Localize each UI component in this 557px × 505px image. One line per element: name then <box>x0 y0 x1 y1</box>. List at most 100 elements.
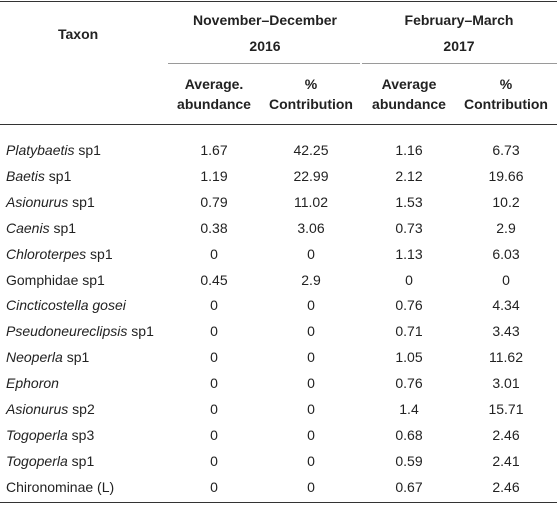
taxon-genus: Togoperla <box>6 427 68 443</box>
p1-contribution-cell: 0 <box>307 246 315 262</box>
p1-contribution-cell: 0 <box>307 401 315 417</box>
table-bottom-rule <box>0 502 557 503</box>
header-p2-pct-line2: Contribution <box>464 96 548 112</box>
p2-contribution-cell: 6.03 <box>492 246 520 262</box>
p2-avg-abundance-cell: 1.53 <box>395 194 423 210</box>
p1-avg-abundance-cell: 0.38 <box>200 220 228 236</box>
taxon-cell: Neoperla sp1 <box>6 349 89 365</box>
taxon-genus: Baetis <box>6 168 45 184</box>
table-row: Ephoron 0 0 0.76 3.01 <box>0 372 557 394</box>
taxon-suffix: sp1 <box>44 168 72 184</box>
p2-contribution-cell: 4.34 <box>492 297 520 313</box>
header-period1-line2: 2016 <box>249 38 281 54</box>
p1-contribution-cell: 3.06 <box>297 220 325 236</box>
p1-contribution-cell: 22.99 <box>293 168 329 184</box>
p2-avg-abundance-cell: 0.76 <box>395 297 423 313</box>
p1-avg-abundance-cell: 0 <box>210 479 218 495</box>
p2-contribution-cell: 2.9 <box>496 220 516 236</box>
p2-contribution-cell: 3.01 <box>492 375 520 391</box>
p1-contribution-cell: 0 <box>307 297 315 313</box>
period1-group-rule <box>168 63 360 64</box>
p1-avg-abundance-cell: 1.19 <box>200 168 228 184</box>
table-row: Asionurus sp2 0 0 1.4 15.71 <box>0 398 557 420</box>
taxon-suffix: sp1 <box>68 194 95 210</box>
taxon-cell: Togoperla sp3 <box>6 427 94 443</box>
taxon-cell: Chloroterpes sp1 <box>6 246 113 262</box>
taxon-genus: Ephoron <box>6 375 59 391</box>
p2-contribution-cell: 2.46 <box>492 427 520 443</box>
p2-avg-abundance-cell: 0.68 <box>395 427 423 443</box>
taxon-genus: Asionurus <box>6 401 69 417</box>
p2-avg-abundance-cell: 0.59 <box>395 453 423 469</box>
p2-contribution-cell: 19.66 <box>488 168 524 184</box>
p1-contribution-cell: 11.02 <box>294 194 328 210</box>
taxon-genus: Cincticostella gosei <box>6 297 126 313</box>
p2-avg-abundance-cell: 2.12 <box>395 168 423 184</box>
p2-contribution-cell: 11.62 <box>489 349 523 365</box>
table-row: Baetis sp1 1.19 22.99 2.12 19.66 <box>0 165 557 187</box>
taxon-cell: Asionurus sp2 <box>6 401 95 417</box>
p1-avg-abundance-cell: 0.45 <box>200 272 228 288</box>
taxon-suffix: sp1 <box>86 246 113 262</box>
taxon-genus: Asionurus <box>6 194 69 210</box>
p1-avg-abundance-cell: 0.79 <box>200 194 228 210</box>
p1-avg-abundance-cell: 0 <box>210 453 218 469</box>
taxon-cell: Caenis sp1 <box>6 220 76 236</box>
p2-avg-abundance-cell: 1.13 <box>395 246 423 262</box>
p1-avg-abundance-cell: 0 <box>210 349 218 365</box>
taxon-suffix: sp1 <box>67 453 95 469</box>
p1-contribution-cell: 0 <box>307 349 315 365</box>
table-row: Togoperla sp3 0 0 0.68 2.46 <box>0 424 557 446</box>
p2-avg-abundance-cell: 0.71 <box>395 323 423 339</box>
header-taxon: Taxon <box>58 26 99 42</box>
taxon-cell: Pseudoneureclipsis sp1 <box>6 323 154 339</box>
p2-contribution-cell: 3.43 <box>492 323 520 339</box>
header-period2-line2: 2017 <box>443 38 475 54</box>
taxon-genus: Togoperla <box>6 453 68 469</box>
taxon-suffix: sp3 <box>67 427 95 443</box>
header-p1-pct-line2: Contribution <box>269 96 353 112</box>
table-top-rule <box>0 1 557 2</box>
header-period2-line1: February–March <box>404 12 514 28</box>
table-row: Platybaetis sp1 1.67 42.25 1.16 6.73 <box>0 139 557 161</box>
taxon-genus: Caenis <box>6 220 50 236</box>
header-p2-avg-line2: abundance <box>372 96 446 112</box>
header-period1-line1: November–December <box>193 12 337 28</box>
header-p2-avg-line1: Average <box>381 76 437 92</box>
p2-contribution-cell: 2.46 <box>492 479 520 495</box>
p2-avg-abundance-cell: 1.05 <box>395 349 423 365</box>
taxon-cell: Asionurus sp1 <box>6 194 95 210</box>
p1-avg-abundance-cell: 0 <box>210 375 218 391</box>
p1-contribution-cell: 0 <box>307 453 315 469</box>
p2-contribution-cell: 6.73 <box>492 142 520 158</box>
table-row: Chloroterpes sp1 0 0 1.13 6.03 <box>0 243 557 265</box>
taxon-cell: Cincticostella gosei <box>6 297 126 313</box>
table-row: Cincticostella gosei 0 0 0.76 4.34 <box>0 294 557 316</box>
p2-avg-abundance-cell: 0.67 <box>395 479 423 495</box>
taxon-suffix: sp1 <box>49 220 77 236</box>
header-p1-avg-line1: Average. <box>184 76 244 92</box>
table-row: Pseudoneureclipsis sp1 0 0 0.71 3.43 <box>0 320 557 342</box>
table-row: Togoperla sp1 0 0 0.59 2.41 <box>0 450 557 472</box>
p2-contribution-cell: 2.41 <box>492 453 520 469</box>
period2-group-rule <box>362 63 557 64</box>
taxon-suffix: sp1 <box>74 142 101 158</box>
p1-avg-abundance-cell: 0 <box>210 297 218 313</box>
header-bottom-rule <box>0 124 557 125</box>
p1-contribution-cell: 0 <box>307 323 315 339</box>
p1-contribution-cell: 0 <box>307 375 315 391</box>
p1-contribution-cell: 42.25 <box>293 142 329 158</box>
p2-avg-abundance-cell: 0.73 <box>395 220 423 236</box>
taxon-suffix: Gomphidae sp1 <box>6 272 105 288</box>
header-p2-pct-line1: % <box>499 76 513 92</box>
p1-contribution-cell: 0 <box>307 479 315 495</box>
taxon-cell: Chironominae (L) <box>6 479 114 495</box>
p2-contribution-cell: 10.2 <box>492 194 520 210</box>
header-p1-avg-line2: abundance <box>177 96 251 112</box>
p1-contribution-cell: 0 <box>307 427 315 443</box>
p2-contribution-cell: 15.71 <box>488 401 524 417</box>
table-row: Asionurus sp1 0.79 11.02 1.53 10.2 <box>0 191 557 213</box>
p1-avg-abundance-cell: 0 <box>210 427 218 443</box>
taxon-genus: Neoperla <box>6 349 63 365</box>
